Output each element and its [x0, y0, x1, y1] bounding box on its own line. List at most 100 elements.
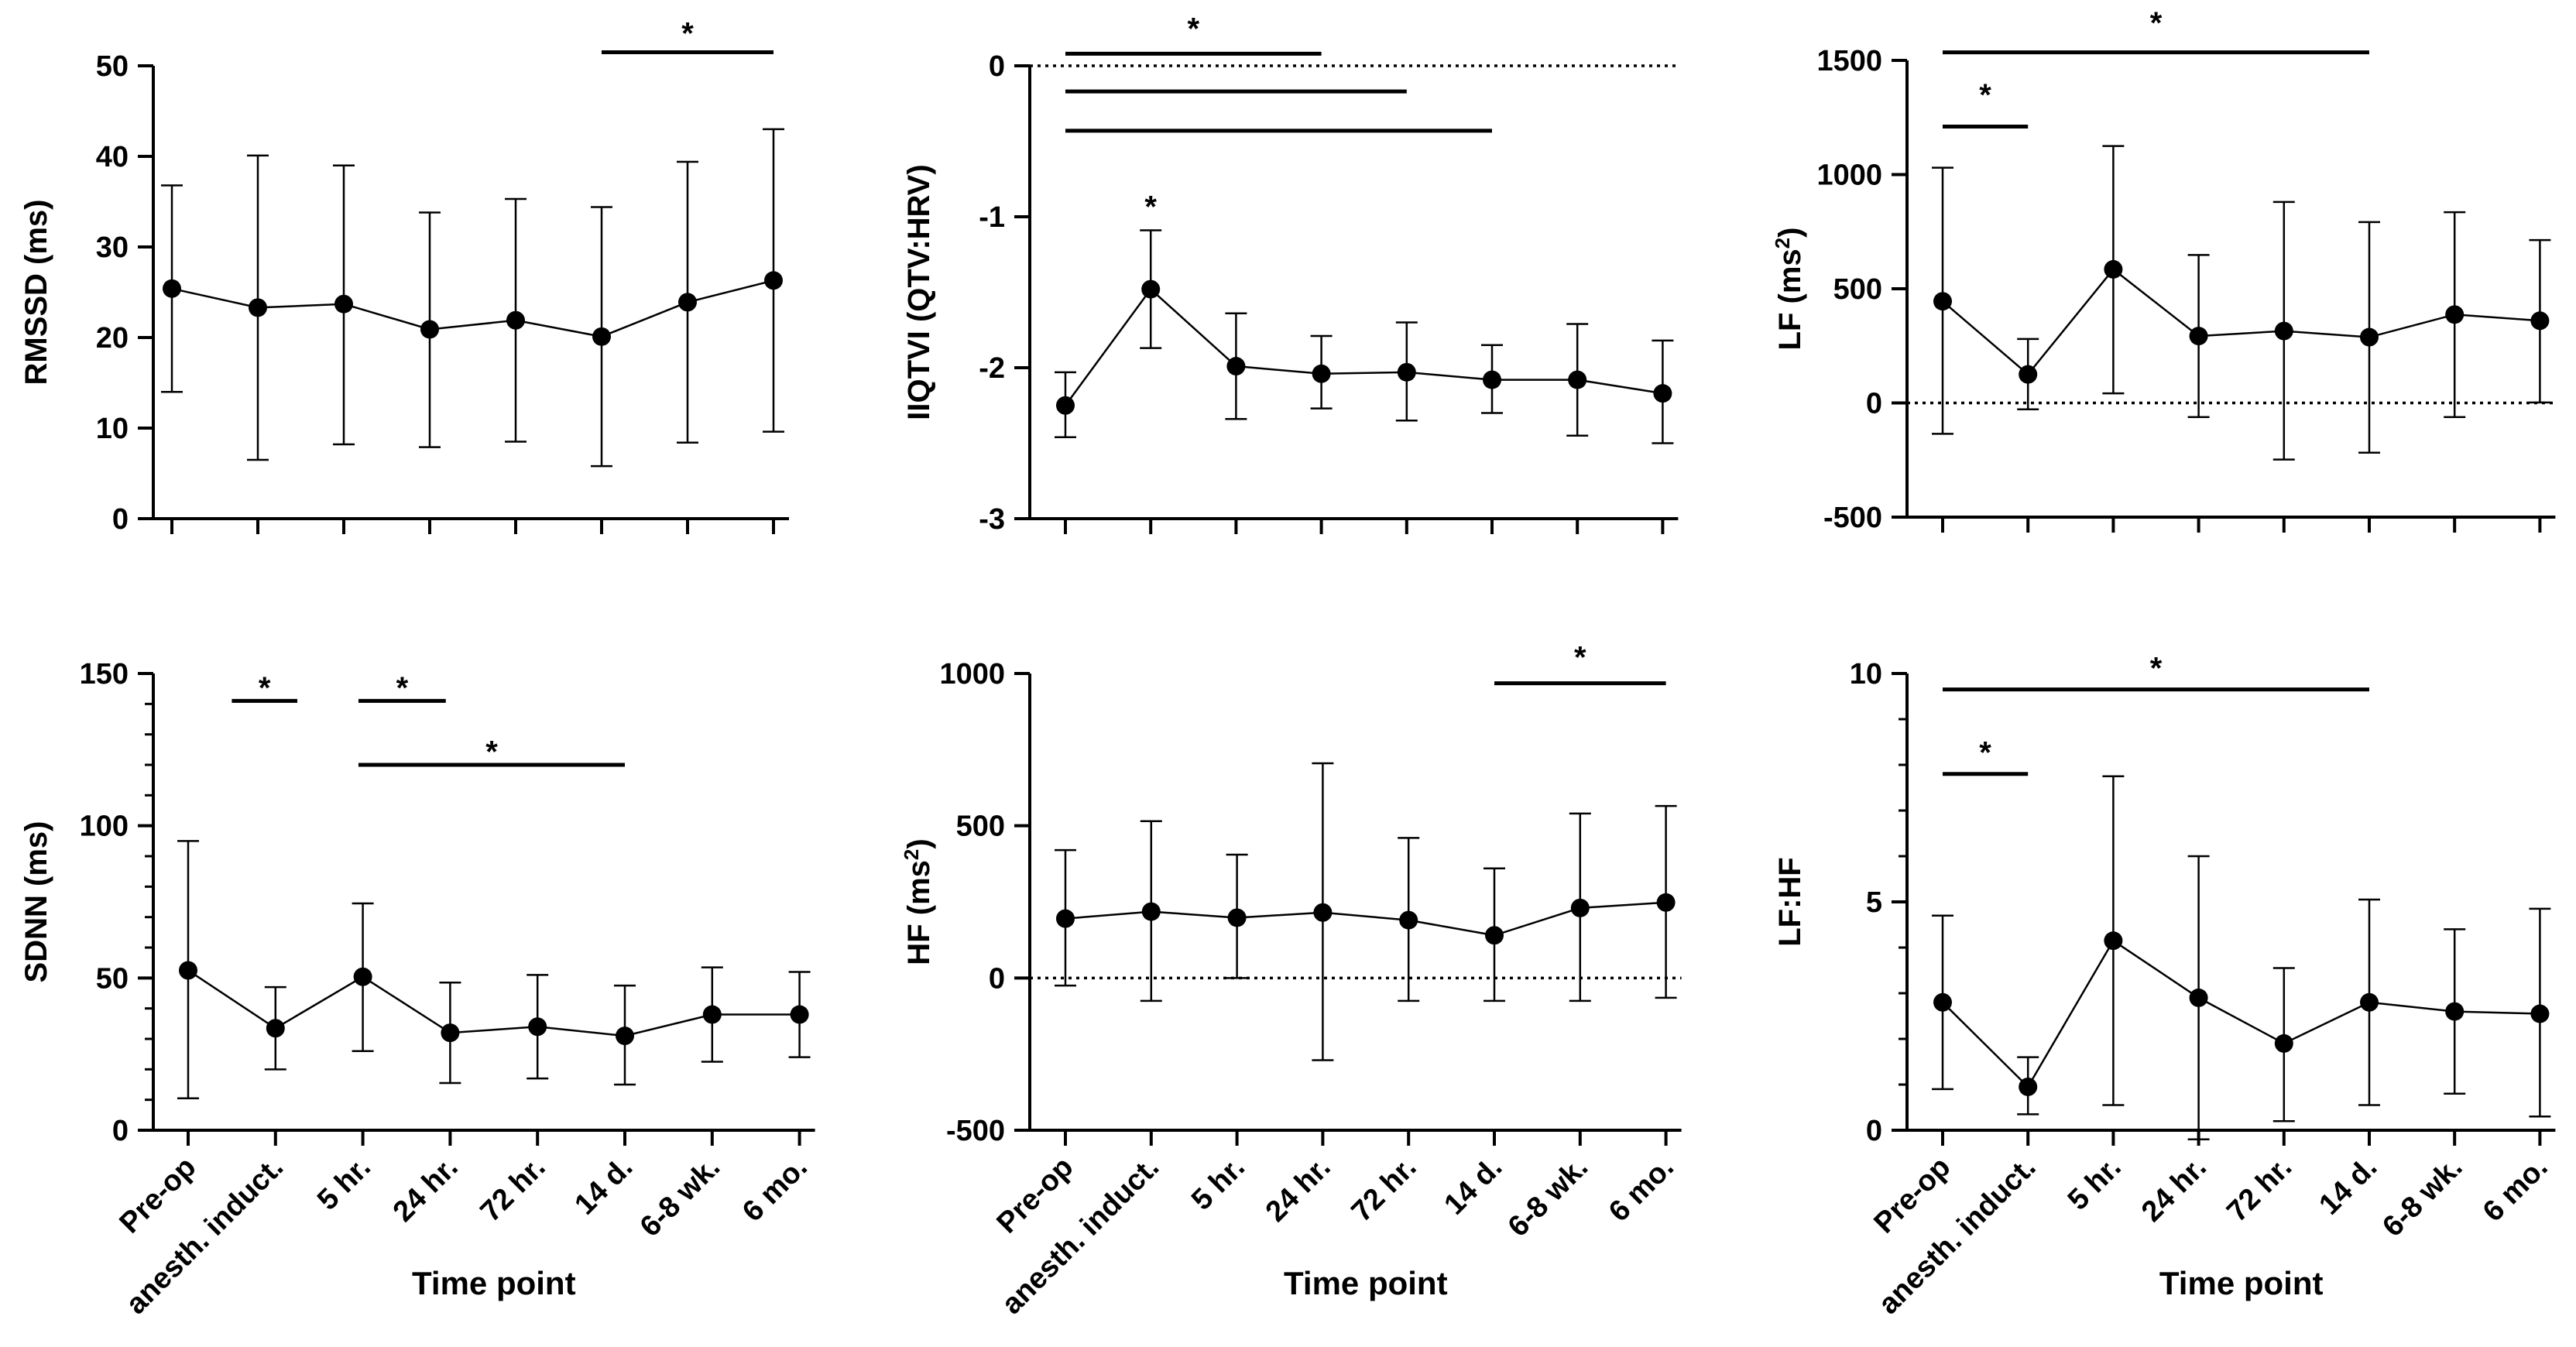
y-tick-label: 10 [1850, 658, 1882, 691]
x-tick-label: 6 mo. [736, 1151, 814, 1229]
y-tick-label: -1 [979, 201, 1005, 234]
data-point-7 [2530, 311, 2550, 331]
x-tick-label: anesth. induct. [120, 1151, 290, 1321]
series-line [1064, 287, 1663, 406]
y-tick-label: -500 [1823, 502, 1882, 534]
series-line [187, 969, 800, 1037]
data-point-3 [1313, 903, 1333, 922]
y-tick-label: 0 [989, 50, 1005, 83]
y-tick-label: 20 [96, 322, 129, 355]
y-tick-label: 5 [1866, 886, 1882, 919]
y-axis-label: LF:HF [1773, 857, 1807, 947]
x-tick-label: anesth. induct. [996, 1151, 1165, 1321]
data-point-7 [764, 271, 783, 290]
x-tick-label: anesth. induct. [1872, 1151, 2042, 1321]
y-tick-label: 500 [1833, 273, 1882, 306]
y-tick-label: -3 [979, 503, 1005, 536]
data-point-4 [1399, 910, 1418, 930]
x-tick-label: 14 d. [568, 1151, 639, 1222]
data-point-0 [1933, 292, 1952, 311]
y-tick-label: -500 [946, 1115, 1005, 1147]
significance-star: * [2150, 6, 2163, 40]
data-point-4 [1397, 362, 1416, 382]
data-point-2 [2104, 259, 2123, 279]
series-line [1942, 268, 2540, 376]
data-point-6 [1570, 898, 1590, 917]
data-point-1 [1141, 902, 1161, 921]
y-tick-label: 0 [1866, 388, 1882, 420]
data-point-2 [334, 294, 353, 314]
y-tick-label: -2 [979, 352, 1005, 385]
significance-star: * [259, 671, 271, 705]
data-point-7 [1653, 384, 1672, 403]
x-tick-label: 72 hr. [1346, 1151, 1423, 1229]
x-tick-label: 6-8 wk. [2376, 1151, 2468, 1243]
significance-star: * [681, 16, 694, 50]
x-axis-title: Time point [412, 1265, 576, 1301]
data-point-0 [1933, 992, 1952, 1012]
data-point-5 [1483, 370, 1501, 389]
data-point-1 [2019, 1077, 2038, 1096]
x-axis-title: Time point [2159, 1265, 2324, 1301]
x-tick-label: 5 hr. [1185, 1151, 1251, 1217]
data-point-7 [2530, 1004, 2550, 1023]
x-axis-title: Time point [1284, 1265, 1448, 1301]
y-tick-label: 40 [96, 141, 129, 173]
significance-star: * [1979, 735, 1991, 769]
x-tick-label: 24 hr. [387, 1151, 465, 1229]
y-axis-label: SDNN (ms) [19, 821, 53, 983]
x-tick-label: 6-8 wk. [1502, 1151, 1594, 1243]
data-point-1 [1141, 279, 1161, 299]
data-point-0 [179, 961, 197, 980]
data-point-5 [592, 327, 611, 346]
y-tick-label: 1000 [1816, 159, 1882, 192]
x-tick-label: 72 hr. [2221, 1151, 2298, 1229]
significance-star: * [2150, 651, 2163, 685]
data-point-0 [1056, 396, 1075, 415]
data-point-6 [702, 1005, 722, 1024]
x-tick-label: 6 mo. [2477, 1151, 2554, 1229]
y-tick-label: 1000 [939, 658, 1005, 691]
y-tick-label: 10 [96, 413, 129, 445]
y-tick-label: 0 [1866, 1115, 1882, 1147]
y-tick-label: 0 [989, 962, 1005, 995]
data-point-4 [2274, 1033, 2293, 1053]
data-point-1 [2019, 365, 2038, 384]
x-tick-label: 14 d. [1438, 1151, 1508, 1222]
data-point-4 [2274, 321, 2293, 341]
x-tick-label: Pre-op [114, 1151, 203, 1240]
data-point-5 [1485, 926, 1504, 945]
data-point-4 [528, 1017, 547, 1037]
data-point-1 [266, 1019, 285, 1038]
y-tick-label: 100 [80, 811, 129, 843]
data-point-2 [2104, 931, 2123, 951]
data-point-3 [2189, 988, 2208, 1007]
y-axis-label: RMSSD (ms) [19, 199, 53, 385]
significance-star: * [396, 671, 409, 705]
data-point-0 [163, 279, 181, 298]
significance-star: * [1188, 12, 1200, 46]
significance-star: * [1144, 190, 1157, 224]
y-tick-label: 50 [96, 962, 129, 995]
y-tick-label: 0 [112, 503, 129, 536]
y-axis-label: HF (ms2) [900, 838, 936, 965]
data-point-5 [2360, 992, 2379, 1012]
data-point-4 [506, 310, 525, 330]
y-axis-label: IIQTVI (QTV:HRV) [902, 164, 936, 420]
data-point-1 [249, 298, 267, 317]
data-point-7 [790, 1005, 809, 1024]
x-tick-label: 5 hr. [2062, 1151, 2128, 1217]
significance-star: * [1574, 641, 1586, 675]
chart-iqtvi: -3 -2 -1 0 IIQTVI (QTV:HRV) * * [902, 12, 1679, 536]
data-point-6 [678, 293, 697, 312]
data-point-2 [1227, 908, 1247, 927]
y-tick-label: 1500 [1816, 45, 1882, 77]
data-point-6 [1568, 370, 1587, 389]
y-tick-label: 0 [112, 1115, 129, 1147]
data-point-5 [2360, 327, 2379, 347]
data-point-5 [616, 1027, 634, 1046]
